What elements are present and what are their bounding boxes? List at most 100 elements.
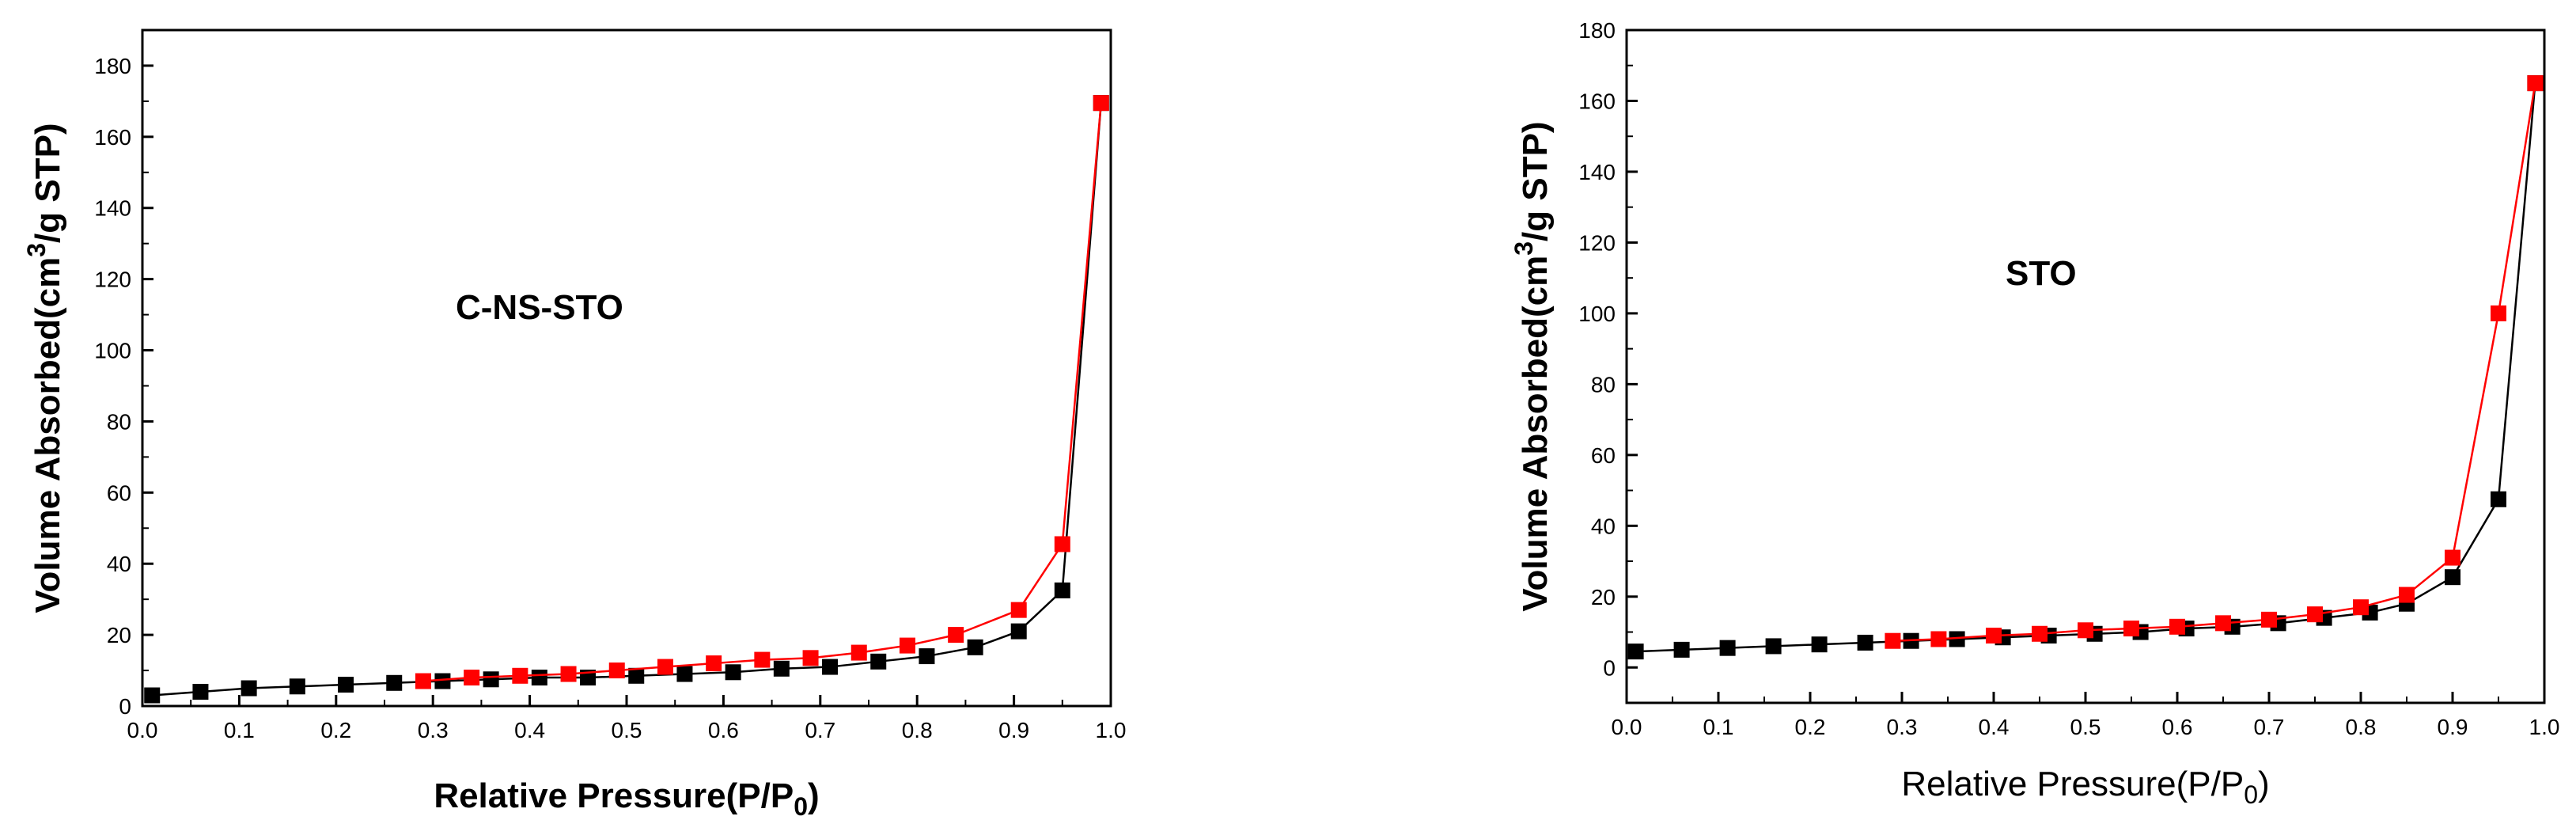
data-point <box>1986 628 2002 643</box>
x-tick-label: 0.7 <box>805 718 835 742</box>
data-point <box>1719 640 1736 656</box>
y-tick-label: 120 <box>94 268 131 292</box>
y-tick-label: 80 <box>107 409 131 434</box>
y-tick-label: 120 <box>1578 230 1616 255</box>
data-point <box>434 673 451 689</box>
data-point <box>2353 599 2369 616</box>
data-point <box>870 653 887 670</box>
data-point <box>2399 587 2415 603</box>
plot-frame <box>141 28 1112 708</box>
y-tick-label: 0 <box>119 694 131 719</box>
x-tick-label: 1.0 <box>1096 718 1127 742</box>
x-axis-title: Relative Pressure(P/P0) <box>1901 765 2269 809</box>
ticks: 0.0 0.1 0.2 0.3 0.4 0.5 0.6 0.7 0.8 0.9 1.0 0 20 40 60… <box>1578 18 2559 739</box>
data-point <box>2445 569 2460 586</box>
x-tick-label: 0.1 <box>224 718 255 742</box>
x-tick-label: 0.1 <box>1703 715 1734 739</box>
y-axis-title: Volume Absorbed(cm3/g STP) <box>22 123 67 613</box>
data-point <box>802 650 819 666</box>
y-tick-label: 60 <box>1591 443 1616 468</box>
data-point <box>2445 549 2460 566</box>
series-line <box>422 103 1103 682</box>
data-point <box>415 673 431 689</box>
data-point <box>2123 621 2139 637</box>
data-point <box>919 648 935 665</box>
x-tick-label: 0.3 <box>1887 715 1918 739</box>
y-tick-label: 60 <box>107 480 131 505</box>
data-point <box>899 637 915 654</box>
data-point <box>464 670 480 686</box>
data-point <box>1010 623 1027 640</box>
data-point <box>1765 638 1782 655</box>
data-point <box>657 659 673 675</box>
data-point <box>2032 625 2048 642</box>
x-tick-label: 1.0 <box>2529 715 2560 739</box>
y-axis-title: Volume Absorbed(cm3/g STP) <box>1510 121 1555 611</box>
data-point <box>725 664 741 681</box>
y-tick-label: 20 <box>1591 585 1616 609</box>
data-point <box>1857 634 1873 651</box>
data-point <box>338 677 354 693</box>
x-tick-label: 0.8 <box>902 718 933 742</box>
data-point <box>483 671 499 688</box>
data-point <box>850 644 867 661</box>
data-marks <box>1627 75 2544 660</box>
data-point <box>2215 615 2231 632</box>
ticks: 0.0 0.1 0.2 0.3 0.4 0.5 0.6 0.7 0.8 0.9 1.0 0 20 40 60… <box>94 54 1126 742</box>
data-point <box>967 639 983 655</box>
data-point <box>1093 95 1109 112</box>
data-point <box>1010 602 1027 618</box>
y-tick-label: 40 <box>107 552 131 576</box>
data-point <box>2169 618 2185 635</box>
data-point <box>2527 75 2544 92</box>
y-tick-label: 180 <box>1578 18 1616 43</box>
x-tick-label: 0.6 <box>2162 715 2193 739</box>
y-tick-label: 160 <box>94 125 131 150</box>
data-point <box>2491 491 2506 507</box>
data-point <box>144 687 161 704</box>
data-point <box>560 666 577 682</box>
data-point <box>676 666 693 682</box>
x-tick-label: 0.9 <box>2438 715 2468 739</box>
x-tick-label: 0.2 <box>320 718 351 742</box>
y-tick-label: 0 <box>1603 655 1616 680</box>
data-point <box>2078 622 2093 639</box>
data-point <box>2491 305 2506 321</box>
data-point <box>386 674 403 691</box>
data-point <box>948 627 964 643</box>
data-point <box>1054 536 1070 552</box>
data-point <box>1885 632 1901 649</box>
data-point <box>2261 611 2277 628</box>
y-tick-label: 100 <box>1578 302 1616 326</box>
data-point <box>531 670 547 686</box>
chart-annotation: C-NS-STO <box>456 288 623 327</box>
y-tick-label: 100 <box>94 339 131 363</box>
y-tick-label: 140 <box>1578 160 1616 184</box>
data-point <box>754 651 771 668</box>
x-tick-label: 0.5 <box>612 718 642 742</box>
data-point <box>1054 582 1070 598</box>
chart-annotation: STO <box>2006 254 2077 293</box>
x-tick-label: 0.4 <box>514 718 545 742</box>
chart-sto: 0.0 0.1 0.2 0.3 0.4 0.5 0.6 0.7 0.8 0.9 1.0 0 20 40 60… <box>1510 18 2559 809</box>
data-point <box>773 660 790 677</box>
data-point <box>512 667 528 684</box>
data-point <box>608 662 625 679</box>
y-tick-label: 140 <box>94 196 131 221</box>
data-point <box>1930 631 1947 647</box>
x-tick-label: 0.6 <box>708 718 739 742</box>
data-point <box>706 655 722 672</box>
x-tick-label: 0.0 <box>127 718 158 742</box>
y-tick-label: 80 <box>1591 372 1616 397</box>
x-tick-label: 0.2 <box>1795 715 1826 739</box>
data-point <box>1811 636 1828 653</box>
x-tick-label: 0.7 <box>2254 715 2285 739</box>
data-marks <box>144 95 1109 704</box>
x-tick-label: 0.3 <box>418 718 449 742</box>
data-point <box>628 667 645 684</box>
chart-c-ns-sto: 0.0 0.1 0.2 0.3 0.4 0.5 0.6 0.7 0.8 0.9 1.0 0 20 40 60… <box>22 28 1126 821</box>
data-point <box>1627 643 1644 660</box>
y-tick-label: 40 <box>1591 514 1616 538</box>
y-tick-label: 180 <box>94 54 131 78</box>
